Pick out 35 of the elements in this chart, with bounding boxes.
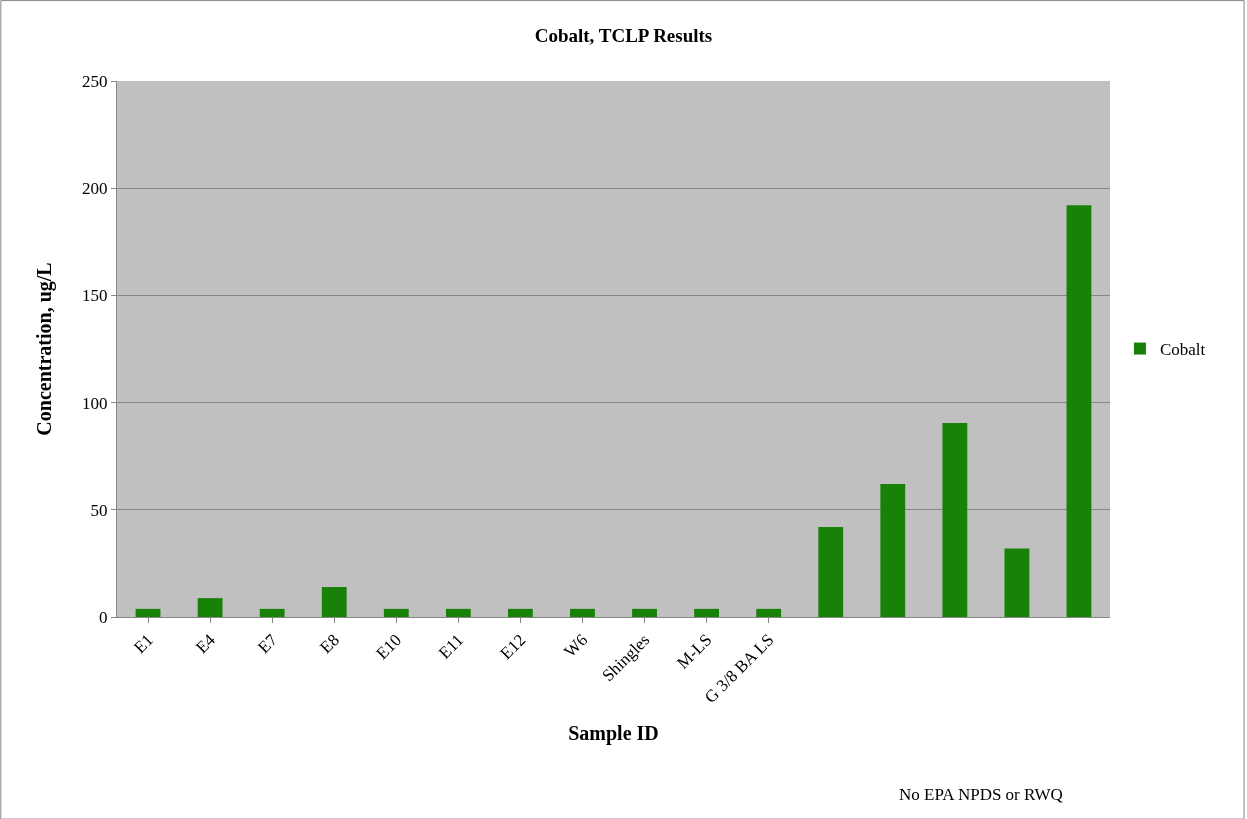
bar [321, 586, 347, 617]
y-tick-label: 0 [99, 607, 108, 627]
bar [1066, 205, 1092, 617]
chart-title: Cobalt, TCLP Results [534, 24, 713, 46]
x-tick-label: E7 [254, 629, 282, 658]
x-axis-title: Sample ID [568, 722, 659, 746]
text: No EPA NPDS or RWQ [899, 785, 1063, 804]
bar [1004, 548, 1030, 617]
x-tick-label: E12 [496, 630, 530, 664]
y-axis-title: Concentration, ug/L [32, 262, 56, 436]
bar [818, 526, 844, 617]
x-tick-label: E10 [372, 630, 406, 664]
y-tick-label: 200 [82, 179, 108, 199]
bar [445, 608, 471, 617]
x-tick-label: E1 [130, 630, 157, 658]
bar [507, 608, 533, 617]
bar [135, 608, 161, 617]
bar [942, 422, 968, 617]
bar [259, 608, 285, 617]
y-tick-label: 100 [82, 393, 108, 413]
y-tick-label: 150 [82, 286, 108, 306]
bar [383, 608, 409, 617]
bar [880, 484, 906, 617]
x-tick-label: E4 [192, 629, 220, 658]
bar [632, 608, 657, 617]
bar [756, 608, 782, 617]
bar [197, 598, 223, 617]
x-tick-label: W6 [560, 630, 592, 662]
bar [694, 608, 720, 617]
legend-label: Cobalt [1159, 340, 1206, 360]
y-tick-label: 250 [82, 71, 108, 91]
y-tick-label: 50 [90, 500, 108, 520]
x-tick-label: E11 [434, 630, 468, 663]
x-tick-label: E8 [316, 630, 344, 658]
bar [570, 608, 595, 617]
